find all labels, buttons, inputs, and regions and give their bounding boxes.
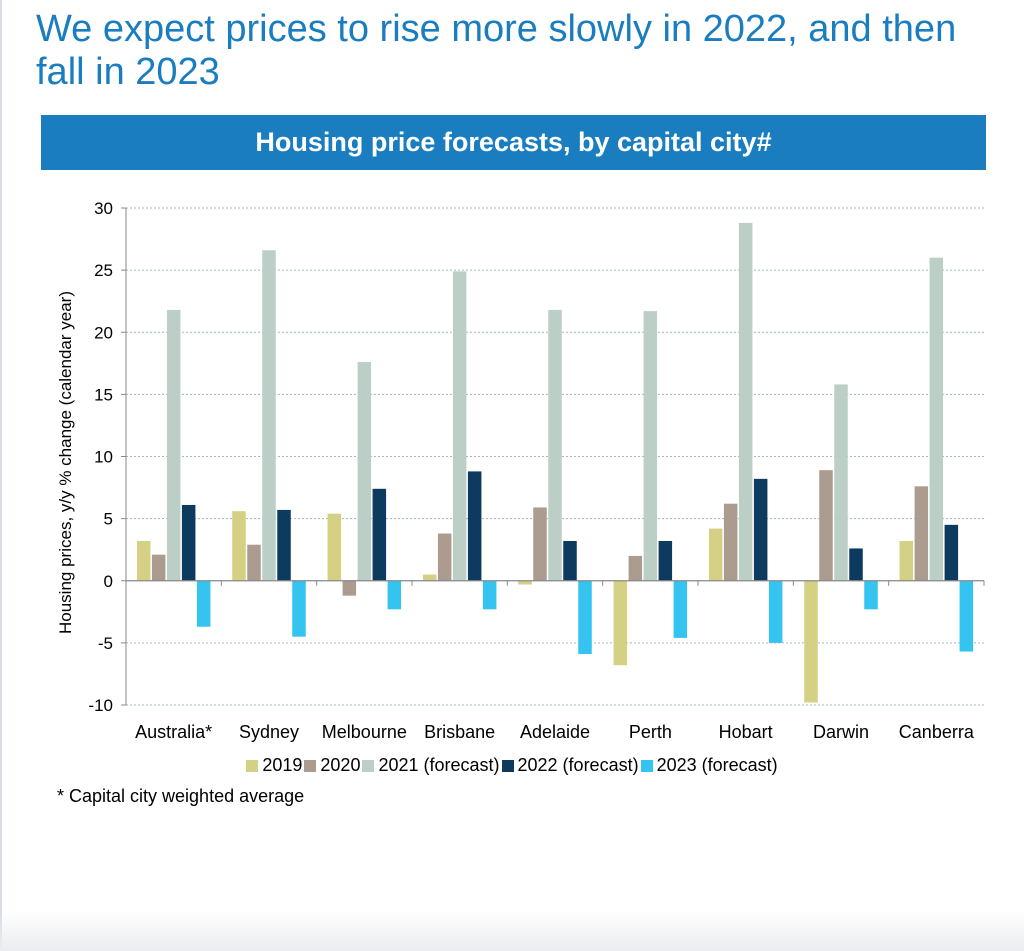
- legend-label: 2022 (forecast): [517, 755, 639, 775]
- legend-swatch: [362, 759, 375, 772]
- bar-2022-6: [658, 540, 673, 581]
- y-tick-label: 25: [94, 261, 113, 280]
- y-tick-label: 10: [94, 448, 113, 467]
- x-tick-label: Darwin: [813, 722, 869, 742]
- bar-2023-2: [292, 580, 306, 637]
- bar-2019-4: [422, 574, 437, 581]
- bar-2023-1: [196, 580, 211, 627]
- bar-2023-4: [482, 580, 497, 610]
- x-tick-label: Adelaide: [520, 722, 590, 742]
- bar-2021-1: [166, 309, 181, 581]
- bar-2019-7: [708, 528, 723, 581]
- bar-2021-6: [643, 311, 658, 581]
- legend-item: 2023 (forecast): [640, 755, 778, 776]
- x-tick-label: Perth: [629, 722, 672, 742]
- bar-2021-4: [452, 271, 467, 581]
- chart-legend: 2019 2020 2021 (forecast) 2022 (forecast) 20…: [0, 755, 1024, 776]
- legend-item: 2022 (forecast): [501, 755, 639, 776]
- bar-2021-9: [929, 257, 944, 581]
- legend-item: 2019: [246, 755, 302, 776]
- x-tick-label: Melbourne: [322, 722, 407, 742]
- bar-2023-9: [959, 580, 974, 652]
- bar-2019-3: [327, 513, 342, 581]
- bar-2023-7: [768, 580, 783, 643]
- bar-2020-6: [628, 555, 643, 581]
- housing-price-chart: 30 25 20 15 10 5 0 -5 -10 Australia* Sydney Melbou…: [56, 199, 985, 742]
- y-tick-label: 5: [104, 510, 113, 529]
- bar-2021-3: [357, 362, 372, 581]
- legend-label: 2020: [320, 755, 361, 775]
- chart-title: Housing price forecasts, by capital city…: [255, 127, 772, 157]
- x-tick-label: Australia*: [135, 722, 212, 742]
- y-tick-label: 30: [94, 199, 113, 218]
- y-tick-label: 15: [94, 385, 113, 404]
- bar-2020-2: [247, 544, 261, 581]
- bar-2019-6: [613, 580, 628, 666]
- bar-2021-2: [262, 250, 276, 581]
- bar-2022-7: [753, 478, 768, 581]
- bar-2023-8: [864, 580, 878, 610]
- legend-label: 2019: [262, 755, 303, 775]
- x-tick-label: Sydney: [239, 722, 299, 742]
- bar-group: [136, 222, 974, 703]
- bar-2019-2: [232, 511, 246, 581]
- y-tick-label: 0: [104, 572, 113, 591]
- bar-2021-7: [738, 222, 753, 581]
- bottom-fade: [0, 911, 1024, 951]
- x-tick-labels: Australia* Sydney Melbourne Brisbane Adelaid…: [135, 722, 975, 742]
- legend-label: 2023 (forecast): [656, 755, 778, 775]
- y-axis-label: Housing prices, y/y % change (calendar y…: [56, 291, 75, 634]
- bar-2023-6: [673, 580, 688, 638]
- bar-2022-5: [563, 540, 577, 581]
- bar-2020-3: [342, 580, 357, 596]
- bar-2022-2: [277, 509, 291, 581]
- legend-swatch: [640, 759, 653, 772]
- bar-2019-1: [136, 540, 151, 581]
- legend-item: 2020: [304, 755, 360, 776]
- bar-2023-5: [578, 580, 592, 655]
- bar-2020-1: [151, 554, 166, 581]
- bar-2023-3: [387, 580, 402, 610]
- bar-2020-4: [437, 533, 452, 581]
- bar-2022-4: [467, 471, 482, 581]
- legend-swatch: [246, 759, 259, 772]
- legend-item: 2021 (forecast): [362, 755, 500, 776]
- bar-2021-8: [834, 384, 848, 581]
- page-headline: We expect prices to rise more slowly in …: [36, 8, 957, 93]
- legend-label: 2021 (forecast): [378, 755, 500, 775]
- chart-title-banner: Housing price forecasts, by capital city…: [41, 115, 986, 170]
- axes: [121, 207, 985, 706]
- left-edge-rule: [0, 0, 2, 951]
- x-tick-label: Brisbane: [424, 722, 495, 742]
- y-tick-label: -5: [98, 634, 113, 653]
- y-tick-label: -10: [88, 696, 113, 715]
- bar-2020-7: [723, 503, 738, 581]
- bar-2019-5: [518, 580, 532, 585]
- y-tick-label: 20: [94, 323, 113, 342]
- bar-2019-9: [899, 540, 914, 581]
- footnote: * Capital city weighted average: [57, 786, 305, 806]
- bar-2021-5: [548, 309, 562, 581]
- bar-2019-8: [804, 580, 818, 703]
- bar-2022-9: [944, 524, 959, 581]
- bar-2020-9: [914, 486, 929, 581]
- bar-2022-3: [372, 488, 387, 581]
- bar-2020-5: [533, 507, 547, 581]
- bar-2022-8: [849, 548, 863, 581]
- bar-2020-8: [819, 470, 833, 581]
- x-tick-label: Canberra: [899, 722, 975, 742]
- x-tick-label: Hobart: [719, 722, 773, 742]
- y-tick-labels: 30 25 20 15 10 5 0 -5 -10: [88, 199, 113, 715]
- legend-swatch: [501, 759, 514, 772]
- legend-swatch: [304, 759, 317, 772]
- bar-2022-1: [181, 504, 196, 581]
